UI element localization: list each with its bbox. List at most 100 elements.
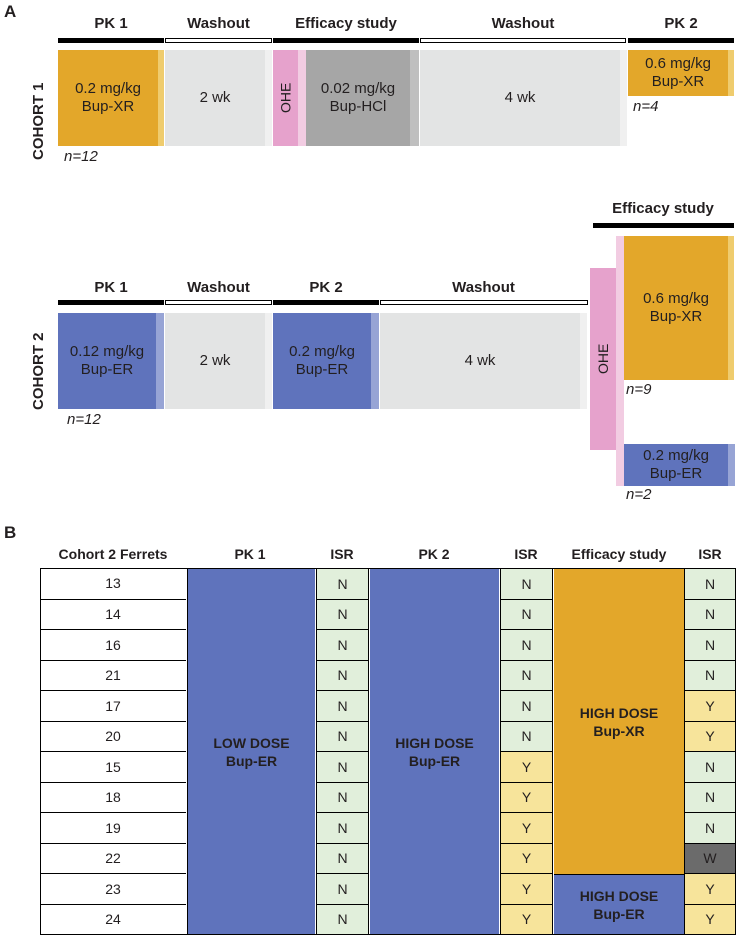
isr-cell: N: [684, 568, 736, 600]
c1-bar-washout2: [420, 38, 626, 43]
ferret-id-cell: 14: [40, 598, 186, 630]
isr-cell: Y: [684, 903, 736, 935]
c2-phase-washout1: Washout: [187, 279, 250, 296]
isr-cell: N: [684, 781, 736, 813]
c1-washout2-edge: [620, 50, 627, 146]
c1-phase-pk2: PK 2: [664, 15, 698, 32]
c2-pk2-text: 0.2 mg/kg Bup-ER: [289, 343, 355, 378]
header-pk1: PK 1: [234, 546, 266, 562]
c2-washout2-text: 4 wk: [464, 352, 496, 369]
c2-bar-washout1: [165, 300, 272, 305]
isr-cell: N: [500, 720, 553, 752]
c1-washout1-edge: [265, 50, 272, 146]
ferret-id-cell: 17: [40, 690, 186, 721]
isr-cell: N: [316, 659, 369, 691]
isr-cell: N: [500, 629, 553, 661]
c2-box-eff-er: 0.2 mg/kg Bup-ER: [624, 444, 728, 486]
isr-cell: N: [500, 598, 553, 630]
isr-cell: N: [684, 629, 736, 661]
c2-bar-washout2: [380, 300, 588, 305]
c1-box-washout1: 2 wk: [165, 50, 265, 146]
c2-pk1-text: 0.12 mg/kg Bup-ER: [69, 343, 145, 378]
ferret-id-cell: 22: [40, 842, 186, 874]
isr-cell: W: [684, 842, 736, 874]
isr-cell: N: [316, 690, 369, 722]
c2-bar-pk1: [58, 300, 164, 305]
c1-pk2-text: 0.6 mg/kg Bup-XR: [645, 55, 711, 90]
c1-bar-pk2: [628, 38, 734, 43]
isr-cell: N: [500, 568, 553, 600]
c2-pk1-edge: [156, 313, 164, 409]
ferret-id-cell: 23: [40, 873, 186, 904]
c1-washout1-text: 2 wk: [199, 89, 231, 106]
c1-efficacy-text: 0.02 mg/kg Bup-HCl: [320, 80, 396, 115]
c1-pk1-text: 0.2 mg/kg Bup-XR: [75, 80, 141, 115]
ferret-id-cell: 24: [40, 903, 186, 935]
isr-cell: Y: [684, 720, 736, 752]
isr-cell: N: [316, 598, 369, 630]
c1-bar-washout1: [165, 38, 272, 43]
c1-box-ohe: OHE: [273, 50, 298, 146]
isr-cell: Y: [500, 812, 553, 844]
isr-cell: Y: [500, 873, 553, 905]
ferret-id-cell: 21: [40, 659, 186, 691]
c2-phase-pk2: PK 2: [309, 279, 343, 296]
c2-phase-efficacy: Efficacy study: [612, 200, 714, 217]
isr-cell: N: [316, 781, 369, 813]
c2-washout2-edge: [580, 313, 587, 409]
isr-cell: N: [684, 598, 736, 630]
c2-n-xr: n=9: [626, 381, 652, 398]
c1-phase-washout1: Washout: [187, 15, 250, 32]
ferret-id-cell: 16: [40, 629, 186, 660]
c2-ohe-text: OHE: [595, 343, 611, 375]
c2-ohe-edge: [616, 236, 624, 486]
ferret-id-cell: 15: [40, 751, 186, 782]
c2-box-ohe: OHE: [590, 268, 616, 450]
isr-cell: Y: [500, 842, 553, 874]
isr-cell: Y: [500, 903, 553, 935]
efficacy-er-block: HIGH DOSE Bup-ER: [554, 874, 684, 934]
isr-cell: N: [684, 812, 736, 844]
c2-n-pk1: n=12: [67, 411, 101, 428]
c1-box-pk1: 0.2 mg/kg Bup-XR: [58, 50, 158, 146]
header-efficacy: Efficacy study: [571, 546, 667, 562]
c2-eff-xr-text: 0.6 mg/kg Bup-XR: [643, 290, 709, 325]
c1-washout2-text: 4 wk: [504, 89, 536, 106]
c1-box-pk2: 0.6 mg/kg Bup-XR: [628, 50, 728, 96]
isr-cell: Y: [500, 781, 553, 813]
pk1-low-dose-block: LOW DOSE Bup-ER: [187, 569, 315, 934]
header-isr3: ISR: [698, 546, 722, 562]
c1-phase-washout2: Washout: [491, 15, 555, 32]
c1-box-efficacy: 0.02 mg/kg Bup-HCl: [306, 50, 410, 146]
isr-cell: N: [684, 751, 736, 783]
c1-ohe-edge: [298, 50, 306, 146]
c2-eff-er-edge: [728, 444, 735, 486]
c2-eff-er-text: 0.2 mg/kg Bup-ER: [643, 447, 709, 482]
isr-cell: Y: [500, 751, 553, 783]
isr-cell: N: [316, 842, 369, 874]
c2-phase-washout2: Washout: [452, 279, 515, 296]
ferret-id-cell: 20: [40, 720, 186, 752]
c2-box-washout1: 2 wk: [165, 313, 265, 409]
isr-cell: N: [316, 873, 369, 905]
cohort2-label: COHORT 2: [30, 332, 47, 410]
isr-cell: N: [316, 812, 369, 844]
c2-box-washout2: 4 wk: [380, 313, 580, 409]
c2-eff-xr-edge: [728, 236, 734, 380]
c2-box-pk1: 0.12 mg/kg Bup-ER: [58, 313, 156, 409]
c1-ohe-text: OHE: [277, 82, 294, 114]
c1-pk2-edge: [728, 50, 734, 96]
c1-efficacy-edge: [410, 50, 419, 146]
c1-bar-efficacy: [273, 38, 419, 43]
c1-phase-efficacy: Efficacy study: [295, 15, 397, 32]
header-isr2: ISR: [514, 546, 538, 562]
c1-phase-pk1: PK 1: [94, 15, 128, 32]
isr-cell: N: [500, 690, 553, 722]
isr-cell: Y: [684, 873, 736, 905]
c1-pk1-edge: [158, 50, 164, 146]
c1-n-pk1: n=12: [64, 148, 98, 165]
c1-bar-pk1: [58, 38, 164, 43]
c2-n-er: n=2: [626, 486, 652, 503]
isr-cell: N: [316, 568, 369, 600]
c2-box-pk2: 0.2 mg/kg Bup-ER: [273, 313, 371, 409]
